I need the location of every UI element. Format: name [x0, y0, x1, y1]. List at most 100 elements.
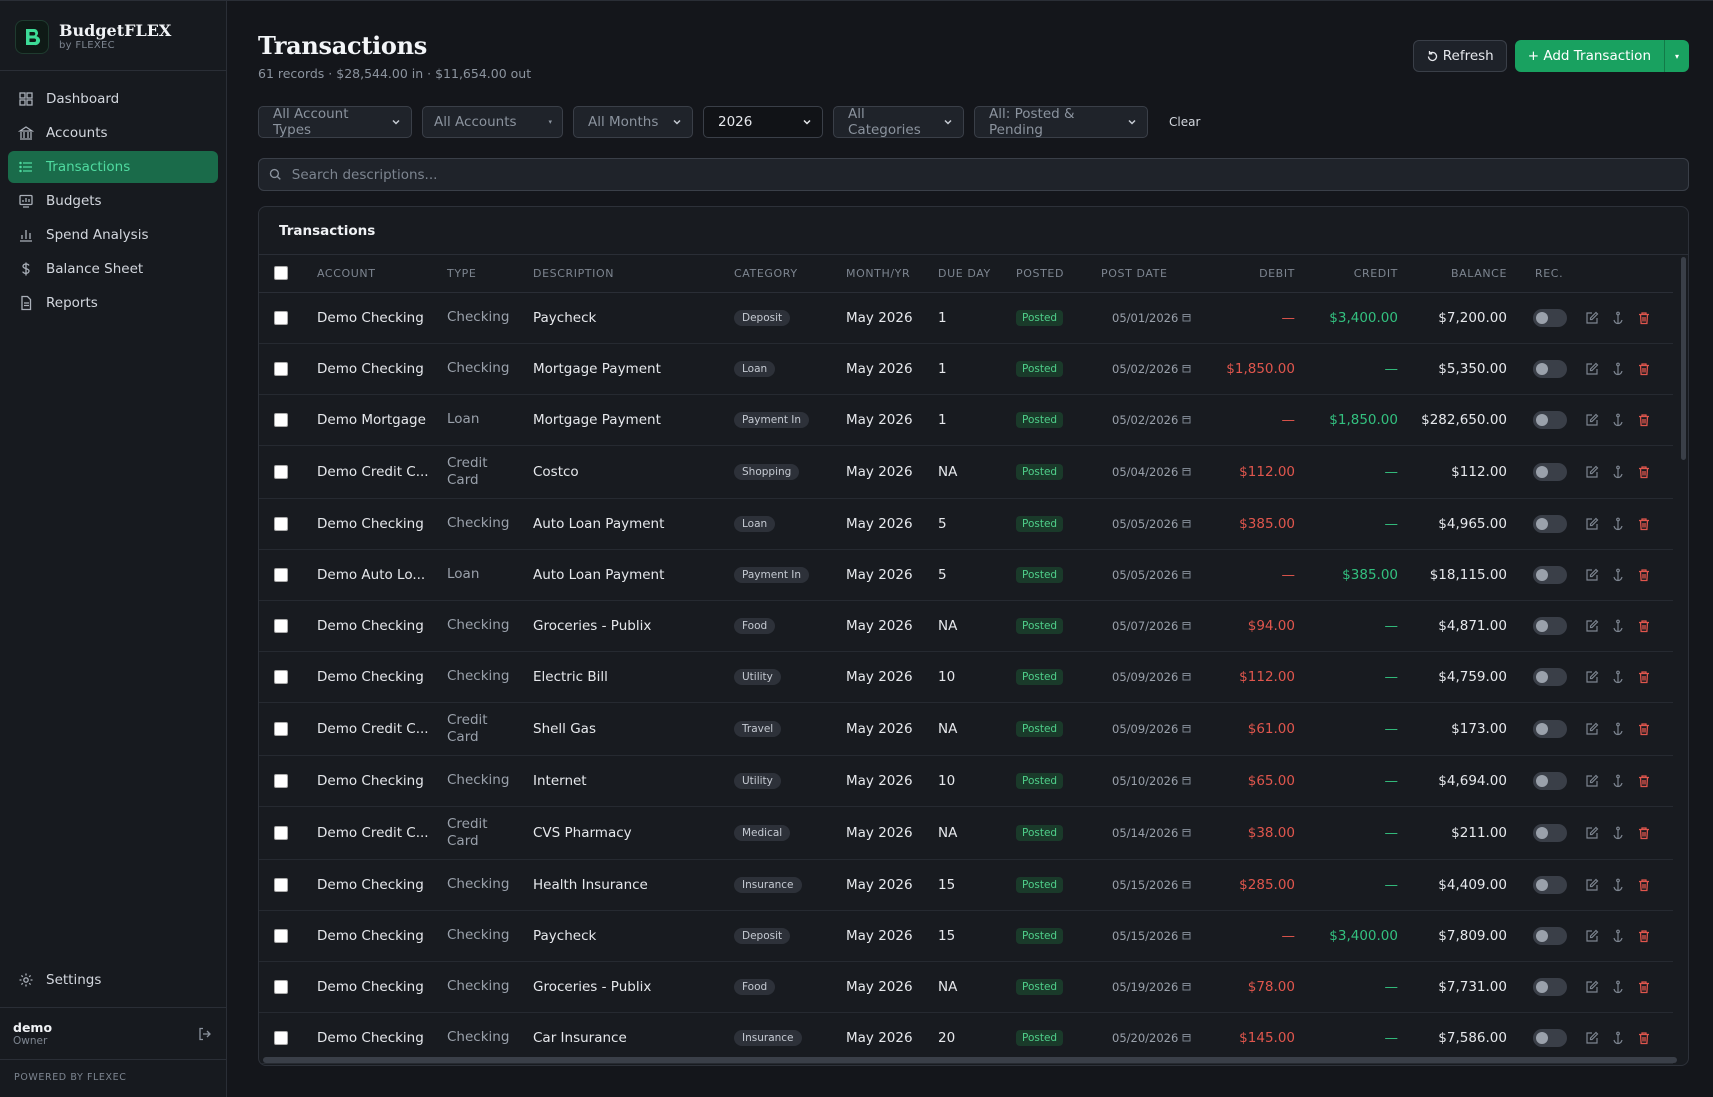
brand[interactable]: BudgetFLEX by FLEXEC: [0, 1, 226, 71]
post-date-field[interactable]: 05/15/2026: [1101, 878, 1211, 892]
table-row[interactable]: Demo Checking Checking Groceries - Publix F…: [259, 961, 1673, 1013]
nav-item-spend-analysis[interactable]: Spend Analysis: [8, 219, 218, 251]
col-debit[interactable]: DEBIT: [1211, 255, 1295, 293]
table-row[interactable]: Demo Checking Checking Car Insurance Insura…: [259, 1012, 1673, 1064]
trash-icon[interactable]: [1637, 878, 1651, 892]
reconciled-toggle[interactable]: [1533, 719, 1567, 738]
row-checkbox[interactable]: [274, 464, 288, 479]
calendar-icon[interactable]: [1182, 570, 1191, 579]
row-checkbox[interactable]: [274, 361, 288, 376]
table-row[interactable]: Demo Mortgage Loan Mortgage Payment Payment…: [259, 394, 1673, 446]
col-month[interactable]: MONTH/YR: [846, 255, 938, 293]
trash-icon[interactable]: [1637, 362, 1651, 376]
calendar-icon[interactable]: [1182, 982, 1191, 991]
horizontal-scrollbar[interactable]: [263, 1057, 1677, 1063]
trash-icon[interactable]: [1637, 774, 1651, 788]
anchor-icon[interactable]: [1611, 517, 1625, 531]
edit-icon[interactable]: [1585, 619, 1599, 633]
col-reconciled[interactable]: REC.: [1507, 255, 1575, 293]
row-checkbox[interactable]: [274, 669, 288, 684]
edit-icon[interactable]: [1585, 722, 1599, 736]
table-row[interactable]: Demo Credit C... Credit Card CVS Pharmacy M…: [259, 806, 1673, 860]
edit-icon[interactable]: [1585, 774, 1599, 788]
nav-item-settings[interactable]: Settings: [0, 963, 226, 997]
row-checkbox[interactable]: [274, 979, 288, 994]
col-post-date[interactable]: POST DATE: [1101, 255, 1211, 293]
reconciled-toggle[interactable]: [1533, 565, 1567, 584]
col-credit[interactable]: CREDIT: [1295, 255, 1398, 293]
col-account[interactable]: ACCOUNT: [317, 255, 447, 293]
anchor-icon[interactable]: [1611, 929, 1625, 943]
anchor-icon[interactable]: [1611, 980, 1625, 994]
table-row[interactable]: Demo Credit C... Credit Card Shell Gas Trav…: [259, 702, 1673, 756]
year-select[interactable]: 2026: [703, 106, 823, 138]
anchor-icon[interactable]: [1611, 619, 1625, 633]
row-checkbox[interactable]: [274, 618, 288, 633]
calendar-icon[interactable]: [1182, 724, 1191, 733]
post-date-field[interactable]: 05/04/2026: [1101, 465, 1211, 479]
nav-item-dashboard[interactable]: Dashboard: [8, 83, 218, 115]
months-select[interactable]: All Months: [573, 106, 693, 138]
row-checkbox[interactable]: [274, 721, 288, 736]
anchor-icon[interactable]: [1611, 774, 1625, 788]
calendar-icon[interactable]: [1182, 364, 1191, 373]
post-date-field[interactable]: 05/09/2026: [1101, 670, 1211, 684]
reconciled-toggle[interactable]: [1533, 823, 1567, 842]
anchor-icon[interactable]: [1611, 826, 1625, 840]
table-row[interactable]: Demo Checking Checking Paycheck Deposit May …: [259, 292, 1673, 344]
anchor-icon[interactable]: [1611, 1031, 1625, 1045]
reconciled-toggle[interactable]: [1533, 359, 1567, 378]
post-date-field[interactable]: 05/07/2026: [1101, 619, 1211, 633]
edit-icon[interactable]: [1585, 929, 1599, 943]
col-due-day[interactable]: DUE DAY: [938, 255, 1016, 293]
accounts-select[interactable]: All Accounts ▾: [422, 106, 563, 138]
trash-icon[interactable]: [1637, 670, 1651, 684]
edit-icon[interactable]: [1585, 670, 1599, 684]
categories-select[interactable]: All Categories: [833, 106, 964, 138]
table-row[interactable]: Demo Checking Checking Health Insurance Ins…: [259, 859, 1673, 911]
row-checkbox[interactable]: [274, 773, 288, 788]
row-checkbox[interactable]: [274, 825, 288, 840]
reconciled-toggle[interactable]: [1533, 926, 1567, 945]
nav-item-accounts[interactable]: Accounts: [8, 117, 218, 149]
clear-filters-button[interactable]: Clear: [1169, 115, 1201, 129]
trash-icon[interactable]: [1637, 722, 1651, 736]
row-checkbox[interactable]: [274, 567, 288, 582]
reconciled-toggle[interactable]: [1533, 977, 1567, 996]
reconciled-toggle[interactable]: [1533, 308, 1567, 327]
trash-icon[interactable]: [1637, 1031, 1651, 1045]
post-date-field[interactable]: 05/05/2026: [1101, 517, 1211, 531]
edit-icon[interactable]: [1585, 568, 1599, 582]
calendar-icon[interactable]: [1182, 415, 1191, 424]
add-transaction-button[interactable]: + Add Transaction: [1514, 40, 1664, 72]
edit-icon[interactable]: [1585, 980, 1599, 994]
select-all-checkbox[interactable]: [274, 266, 288, 281]
anchor-icon[interactable]: [1611, 670, 1625, 684]
calendar-icon[interactable]: [1182, 1033, 1191, 1042]
search-input[interactable]: [291, 166, 1678, 183]
table-row[interactable]: Demo Checking Checking Groceries - Publix F…: [259, 600, 1673, 652]
logout-icon[interactable]: [197, 1026, 213, 1042]
status-select[interactable]: All: Posted & Pending: [974, 106, 1148, 138]
nav-item-reports[interactable]: Reports: [8, 287, 218, 319]
calendar-icon[interactable]: [1182, 828, 1191, 837]
reconciled-toggle[interactable]: [1533, 616, 1567, 635]
reconciled-toggle[interactable]: [1533, 1028, 1567, 1047]
calendar-icon[interactable]: [1182, 313, 1191, 322]
table-row[interactable]: Demo Credit C... Credit Card Costco Shoppin…: [259, 445, 1673, 499]
calendar-icon[interactable]: [1182, 931, 1191, 940]
trash-icon[interactable]: [1637, 465, 1651, 479]
row-checkbox[interactable]: [274, 1030, 288, 1045]
edit-icon[interactable]: [1585, 878, 1599, 892]
col-category[interactable]: CATEGORY: [734, 255, 846, 293]
post-date-field[interactable]: 05/02/2026: [1101, 362, 1211, 376]
col-balance[interactable]: BALANCE: [1398, 255, 1507, 293]
trash-icon[interactable]: [1637, 619, 1651, 633]
anchor-icon[interactable]: [1611, 722, 1625, 736]
col-type[interactable]: TYPE: [447, 255, 533, 293]
row-checkbox[interactable]: [274, 310, 288, 325]
post-date-field[interactable]: 05/01/2026: [1101, 311, 1211, 325]
edit-icon[interactable]: [1585, 413, 1599, 427]
calendar-icon[interactable]: [1182, 467, 1191, 476]
calendar-icon[interactable]: [1182, 880, 1191, 889]
